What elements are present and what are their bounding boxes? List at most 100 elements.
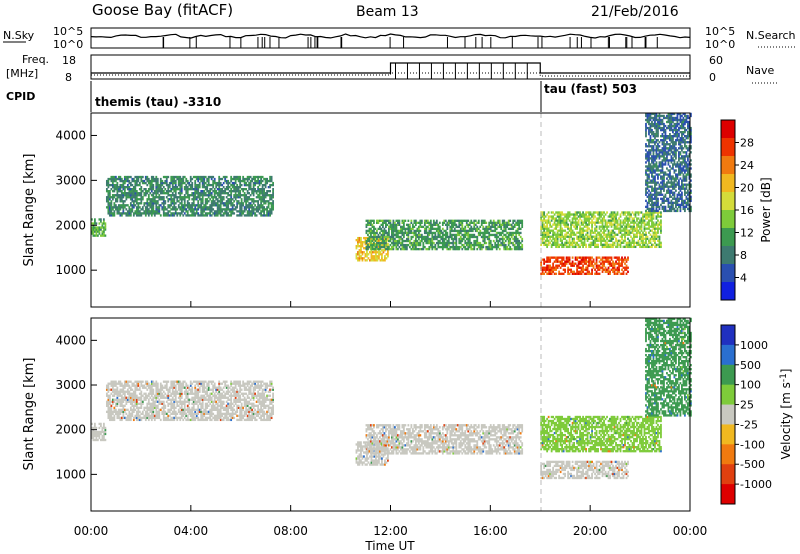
power-echo-cell <box>195 208 198 211</box>
power-echo-cell <box>645 215 647 218</box>
power-echo-cell <box>383 235 386 239</box>
power-echo-cell <box>255 196 258 199</box>
power-echo-cell <box>603 262 605 265</box>
power-echo-cell <box>137 208 140 211</box>
power-echo-cell <box>234 194 237 197</box>
power-echo-cell <box>583 213 586 216</box>
power-echo-cell <box>402 223 405 227</box>
power-echo-cell <box>667 147 670 150</box>
power-echo-cell <box>666 157 668 160</box>
power-echo-cell <box>552 215 555 218</box>
power-echo-cell <box>156 179 159 183</box>
power-echo-cell <box>649 193 652 196</box>
power-echo-cell <box>573 270 575 273</box>
power-echo-cell <box>612 211 614 214</box>
power-echo-cell <box>371 243 374 247</box>
power-echo-cell <box>652 181 655 184</box>
power-echo-cell <box>500 237 503 241</box>
power-echo-cell <box>245 202 248 205</box>
power-echo-cell <box>509 239 512 243</box>
power-echo-cell <box>627 237 629 240</box>
power-echo-cell <box>248 214 251 217</box>
power-echo-cell <box>667 135 670 138</box>
power-echo-cell <box>388 229 390 233</box>
power-echo-cell <box>580 215 583 218</box>
power-echo-cell <box>669 175 671 178</box>
power-echo-cell <box>423 231 426 235</box>
power-echo-cell <box>470 219 473 222</box>
power-echo-cell <box>625 245 628 249</box>
power-echo-cell <box>402 225 405 229</box>
power-echo-cell <box>473 223 476 227</box>
power-echo-cell <box>664 149 667 152</box>
power-echo-cell <box>108 183 111 187</box>
power-echo-cell <box>382 239 384 243</box>
power-echo-cell <box>450 219 453 222</box>
power-echo-cell <box>633 243 635 247</box>
power-echo-cell <box>609 260 611 263</box>
power-echo-cell <box>183 187 186 191</box>
power-echo-cell <box>386 219 389 222</box>
power-echo-cell <box>435 237 438 241</box>
power-echo-cell <box>389 239 392 243</box>
power-echo-cell <box>237 214 240 217</box>
power-echo-cell <box>446 247 449 251</box>
power-echo-cell <box>615 225 617 228</box>
power-echo-cell <box>171 185 174 189</box>
power-echo-cell <box>652 122 655 126</box>
power-echo-cell <box>441 223 444 227</box>
power-echo-cell <box>592 235 595 238</box>
power-echo-cell <box>257 179 260 183</box>
power-echo-cell <box>660 171 662 174</box>
power-echo-cell <box>498 239 501 243</box>
power-echo-cell <box>612 219 614 222</box>
power-echo-cell <box>237 175 240 179</box>
power-echo-cell <box>503 247 506 251</box>
power-echo-cell <box>149 179 152 183</box>
power-echo-cell <box>607 272 610 275</box>
power-echo-cell <box>600 266 602 269</box>
power-echo-cell <box>441 233 444 237</box>
power-echo-cell <box>652 243 655 247</box>
power-echo-cell <box>246 177 249 181</box>
power-echo-cell <box>206 206 209 209</box>
power-echo-cell <box>464 239 467 243</box>
power-echo-cell <box>401 225 404 229</box>
power-echo-cell <box>215 202 218 205</box>
power-echo-cell <box>651 159 653 162</box>
power-echo-cell <box>594 239 596 242</box>
power-echo-cell <box>444 231 447 235</box>
power-echo-cell <box>125 204 128 207</box>
power-echo-cell <box>606 270 608 273</box>
power-echo-cell <box>231 206 234 209</box>
power-echo-cell <box>230 187 233 191</box>
power-echo-cell <box>114 175 117 179</box>
power-echo-cell <box>649 153 652 156</box>
power-echo-cell <box>230 198 233 201</box>
power-echo-cell <box>661 199 664 202</box>
nave-trace <box>91 72 690 77</box>
power-echo-cell <box>658 185 661 188</box>
power-echo-cell <box>470 233 473 237</box>
power-echo-cell <box>236 210 239 213</box>
power-echo-cell <box>201 208 204 211</box>
power-echo-cell <box>191 212 194 215</box>
power-echo-cell <box>640 241 643 244</box>
power-echo-cell <box>456 245 459 249</box>
power-echo-cell <box>462 219 465 222</box>
power-echo-cell <box>500 227 503 231</box>
power-echo-cell <box>646 227 649 230</box>
power-echo-cell <box>431 245 434 249</box>
power-echo-cell <box>390 225 393 229</box>
power-echo-cell <box>357 251 359 254</box>
power-echo-cell <box>144 202 147 205</box>
power-echo-cell <box>553 227 556 230</box>
power-echo-cell <box>410 243 413 247</box>
power-echo-cell <box>260 206 263 209</box>
power-echo-cell <box>260 187 263 191</box>
power-echo-cell <box>558 243 561 247</box>
power-echo-cell <box>188 183 191 187</box>
power-echo-cell <box>489 233 492 237</box>
power-echo-cell <box>498 233 501 237</box>
power-echo-cell <box>258 183 261 187</box>
